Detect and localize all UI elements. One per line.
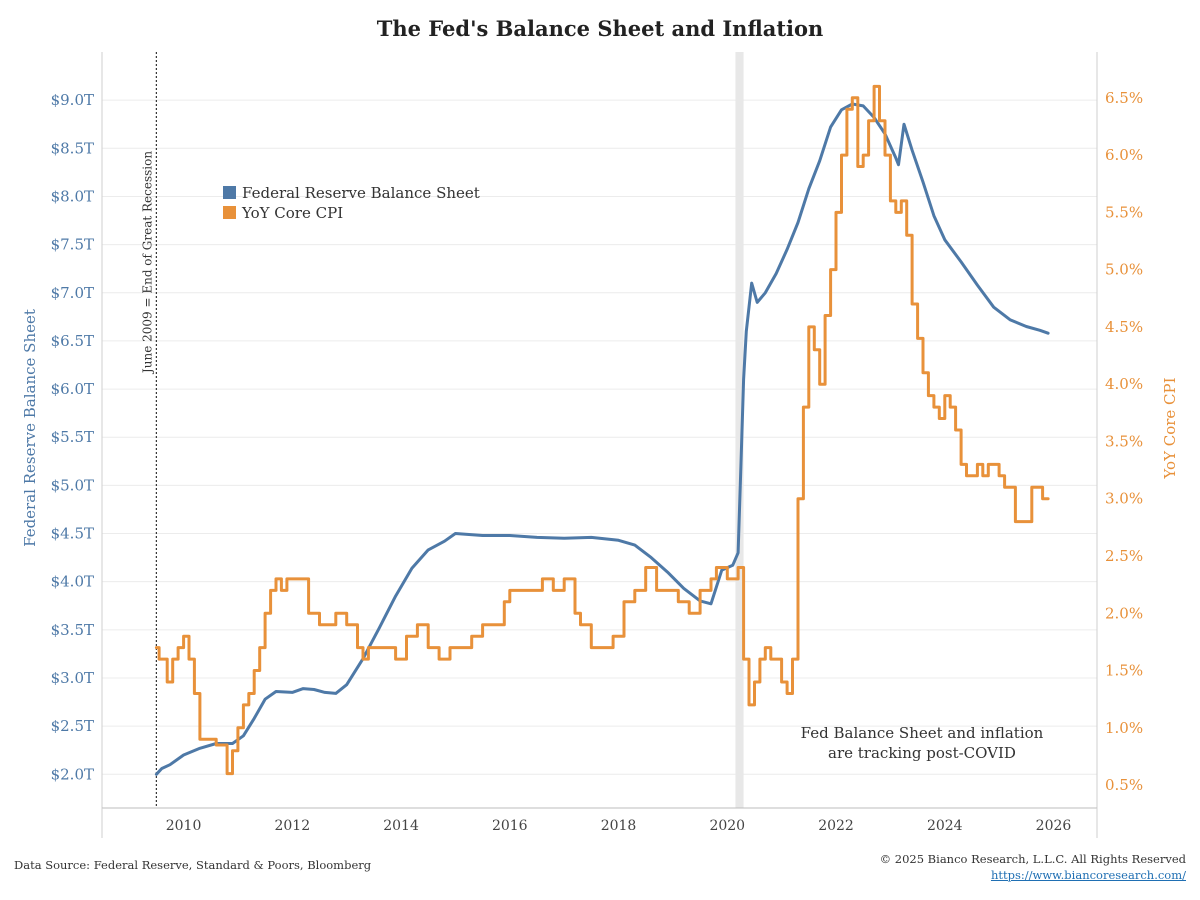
legend-swatch-core-cpi (223, 206, 236, 219)
chart-title: The Fed's Balance Sheet and Inflation (376, 16, 824, 41)
legend-label-balance-sheet: Federal Reserve Balance Sheet (242, 184, 480, 202)
covid-shaded-region (735, 52, 744, 808)
x-tick-label: 2020 (709, 818, 745, 834)
y-right-tick-label: 5.5% (1105, 203, 1143, 221)
grid-layer (102, 99, 1097, 775)
series-layer (154, 84, 1050, 776)
y-left-tick-label: $8.0T (51, 187, 94, 205)
footer-right: © 2025 Bianco Research, L.L.C. All Right… (880, 851, 1186, 883)
y-right-tick-label: 0.5% (1105, 776, 1143, 794)
annotation-text: Fed Balance Sheet and inflation (801, 724, 1044, 742)
y-left-tick-label: $4.0T (51, 573, 94, 591)
y-right-tick-label: 4.5% (1105, 318, 1143, 336)
y-left-tick-label: $6.5T (51, 332, 94, 350)
y-right-tick-label: 2.0% (1105, 604, 1143, 622)
legend-label-core-cpi: YoY Core CPI (241, 204, 343, 222)
y-right-axis-title: YoY Core CPI (1161, 377, 1179, 479)
y-right-tick-label: 1.5% (1105, 662, 1143, 680)
y-left-tick-label: $7.0T (51, 284, 94, 302)
y-left-tick-label: $2.0T (51, 765, 94, 783)
x-tick-label: 2022 (818, 818, 854, 834)
x-tick-label: 2016 (492, 818, 528, 834)
y-left-tick-label: $5.5T (51, 428, 94, 446)
x-tick-label: 2014 (383, 818, 419, 834)
y-right-tick-label: 6.0% (1105, 146, 1143, 164)
y-right-tick-label: 1.0% (1105, 719, 1143, 737)
y-left-tick-label: $8.5T (51, 139, 94, 157)
y-right-tick-label: 4.0% (1105, 375, 1143, 393)
y-left-tick-label: $3.5T (51, 621, 94, 639)
y-left-tick-label: $4.5T (51, 525, 94, 543)
footer-source: Data Source: Federal Reserve, Standard &… (14, 858, 372, 872)
y-left-tick-label: $3.0T (51, 669, 94, 687)
x-tick-label: 2010 (166, 818, 202, 834)
recession-end-label: June 2009 = End of Great Recession (140, 151, 154, 375)
y-right-tick-label: 2.5% (1105, 547, 1143, 565)
footer-copyright: © 2025 Bianco Research, L.L.C. All Right… (879, 852, 1186, 866)
y-left-tick-label: $6.0T (51, 380, 94, 398)
y-right-tick-label: 3.0% (1105, 490, 1143, 508)
y-right-tick-label: 3.5% (1105, 432, 1143, 450)
y-left-tick-label: $7.5T (51, 236, 94, 254)
axis-layer (101, 52, 1098, 838)
y-right-tick-label: 5.0% (1105, 261, 1143, 279)
shade-layer (735, 52, 744, 808)
text-layer: $2.0T $2.5T $3.0T $3.5T $4.0T $4.5T $5.0T $5.5T… (21, 89, 1179, 834)
footer-url-link[interactable]: https://www.biancoresearch.com/ (990, 868, 1186, 882)
x-tick-label: 2018 (601, 818, 637, 834)
y-left-tick-label: $5.0T (51, 476, 94, 494)
y-right-tick-label: 6.5% (1105, 89, 1143, 107)
core-cpi-line (154, 84, 1050, 776)
annotation-text: are tracking post-COVID (828, 744, 1016, 762)
y-left-tick-label: $9.0T (51, 91, 94, 109)
y-left-axis-title: Federal Reserve Balance Sheet (21, 309, 39, 547)
y-left-tick-label: $2.5T (51, 717, 94, 735)
fed-balance-sheet-line (154, 102, 1050, 776)
x-tick-label: 2026 (1036, 818, 1072, 834)
x-tick-label: 2012 (274, 818, 310, 834)
x-tick-label: 2024 (927, 818, 963, 834)
legend-swatch-balance-sheet (223, 186, 236, 199)
